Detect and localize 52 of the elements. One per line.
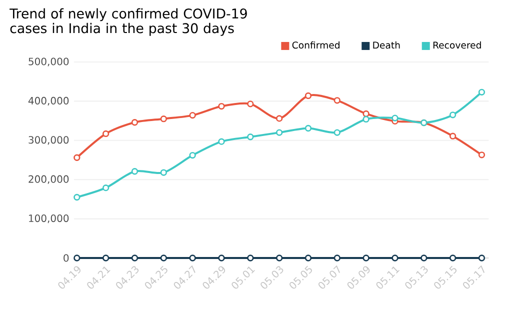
point [478, 88, 486, 96]
point [304, 124, 312, 132]
y-tick-label: 500,000 [28, 58, 69, 66]
point [189, 254, 196, 262]
point [276, 129, 283, 136]
point [102, 130, 110, 138]
y-tick-label: 100,000 [29, 214, 69, 224]
point [218, 102, 225, 110]
point [160, 169, 167, 176]
point [74, 154, 80, 161]
point [74, 254, 80, 262]
point [276, 254, 283, 262]
point [74, 194, 80, 201]
point [449, 112, 456, 118]
point [304, 92, 312, 100]
point [189, 112, 196, 119]
point [160, 116, 167, 122]
chart-title: Trend of newly confirmed COVID-19 cases in India in the past 30 days [10, 8, 247, 36]
y-tick-label: 400,000 [28, 96, 69, 106]
legend-label: Confirmed [292, 41, 340, 49]
point [362, 116, 370, 123]
point [478, 152, 486, 158]
point [247, 100, 254, 108]
point [334, 129, 340, 136]
point [478, 254, 486, 262]
legend-label: Death [373, 41, 400, 49]
y-tick-label: 300,000 [28, 136, 69, 145]
point [334, 254, 340, 262]
point [362, 110, 370, 118]
point [392, 254, 398, 262]
point [218, 254, 225, 262]
point [276, 115, 283, 122]
point [131, 168, 138, 175]
point [420, 254, 428, 262]
point [449, 132, 456, 140]
point [131, 254, 138, 262]
point [449, 254, 456, 262]
legend-label: Recovered [433, 41, 481, 49]
point [247, 134, 254, 140]
point [102, 184, 110, 192]
point [131, 119, 138, 126]
y-tick-label: 200,000 [28, 175, 69, 184]
y-tick-label: 0 [64, 254, 69, 262]
point [304, 254, 312, 262]
point [392, 114, 398, 122]
point [247, 254, 254, 262]
point [362, 254, 370, 262]
point [189, 152, 196, 159]
point [102, 254, 110, 262]
point [334, 97, 340, 104]
point [218, 138, 225, 145]
point [160, 254, 167, 262]
